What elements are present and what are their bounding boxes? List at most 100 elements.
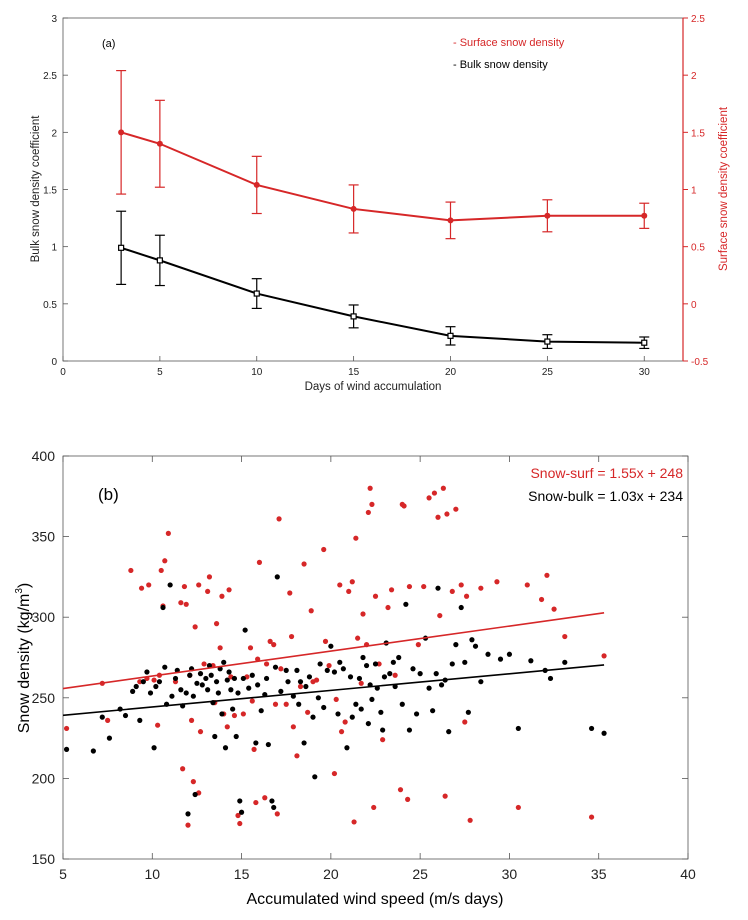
series-bulk-snow-density <box>116 210 650 350</box>
panel-a-y-axis-label: Bulk snow density coefficient <box>30 115 42 263</box>
data-point <box>447 332 454 339</box>
scatter-point <box>226 669 232 675</box>
scatter-point <box>224 677 230 683</box>
scatter-point <box>290 693 296 699</box>
scatter-point <box>192 624 198 630</box>
scatter-point <box>538 596 545 603</box>
scatter-point <box>263 661 270 667</box>
scatter-point <box>369 696 375 703</box>
legend-surface-label: - Surface snow density <box>453 37 565 49</box>
scatter-point <box>219 711 225 717</box>
scatter-point <box>185 811 191 817</box>
scatter-point <box>178 687 184 693</box>
scatter-point <box>305 709 311 715</box>
scatter-point <box>287 590 293 596</box>
scatter-point <box>133 683 139 690</box>
x-tick-label: 40 <box>680 866 696 882</box>
scatter-point <box>313 677 320 683</box>
x-tick-label: 25 <box>412 866 428 882</box>
scatter-point <box>205 588 211 595</box>
panel-a-y2-axis-label: Surface snow density coefficient <box>718 106 730 271</box>
scatter-point <box>137 717 143 723</box>
y-tick-label: 2.5 <box>43 71 57 82</box>
y-tick-label: 1 <box>51 243 57 254</box>
scatter-point <box>192 791 198 798</box>
scatter-point <box>130 688 136 694</box>
scatter-point <box>147 690 154 696</box>
y-axis-label-main: Snow density (kg/m <box>16 594 33 734</box>
scatter-point <box>369 501 375 507</box>
scatter-point <box>283 701 289 707</box>
scatter-point <box>169 693 175 699</box>
scatter-point <box>181 583 188 590</box>
scatter-point <box>167 582 173 588</box>
x-tick-label: 15 <box>348 367 360 378</box>
scatter-point <box>351 819 357 825</box>
scatter-point <box>228 687 234 693</box>
scatter-point <box>237 820 243 827</box>
scatter-point <box>410 666 416 672</box>
scatter-point <box>288 633 295 640</box>
scatter-point <box>406 727 413 733</box>
scatter-point <box>433 671 439 677</box>
scatter-point <box>206 574 213 580</box>
scatter-point <box>346 588 352 595</box>
scatter-point <box>381 674 388 680</box>
y2-tick-label: 0 <box>691 300 697 311</box>
scatter-point <box>162 664 168 670</box>
scatter-point <box>385 604 391 611</box>
scatter-point <box>331 770 338 777</box>
x-tick-label: 5 <box>59 866 67 882</box>
x-tick-label: 10 <box>144 866 160 882</box>
scatter-point <box>106 735 113 741</box>
scatter-point <box>274 811 280 817</box>
panel-a-label: (a) <box>102 38 115 50</box>
scatter-point <box>358 680 364 686</box>
scatter-point <box>372 661 379 667</box>
data-point <box>544 212 551 219</box>
scatter-point <box>122 712 129 719</box>
y2-tick-label: 0.5 <box>691 243 705 254</box>
scatter-point <box>188 717 195 723</box>
panel-a-plot-area <box>62 17 684 362</box>
scatter-point <box>347 674 354 680</box>
scatter-point <box>215 690 221 696</box>
scatter-point <box>405 796 411 802</box>
scatter-point <box>349 714 355 720</box>
scatter-point <box>140 679 146 685</box>
panel-a-x-ticks: 0 5 10 15 20 25 30 <box>60 356 650 378</box>
scatter-point <box>296 701 302 707</box>
data-point <box>544 338 551 345</box>
scatter-point <box>338 729 345 735</box>
scatter-point <box>515 804 521 811</box>
panel-a: 0 5 10 15 20 25 30 0 0.5 1 1.5 2 2.5 3 -0.5 0 0.5 1 1.5 2… <box>30 14 730 393</box>
scatter-point <box>356 675 363 682</box>
scatter-point <box>458 604 464 611</box>
y-tick-label: 0.5 <box>43 300 57 311</box>
scatter-point <box>494 579 500 585</box>
scatter-point <box>217 645 223 651</box>
scatter-point <box>144 669 150 675</box>
scatter-point <box>290 724 296 730</box>
scatter-point <box>321 546 327 553</box>
scatter-point <box>190 693 196 699</box>
scatter-point <box>213 621 220 627</box>
scatter-point <box>146 582 152 588</box>
scatter-point <box>196 582 202 588</box>
scatter-point <box>263 675 270 682</box>
data-point <box>118 244 125 251</box>
data-point <box>447 217 454 224</box>
y-axis-label-superscript: 3 <box>14 588 25 594</box>
scatter-point <box>465 709 471 715</box>
scatter-point <box>151 677 157 683</box>
scatter-point <box>306 674 313 680</box>
scatter-point <box>413 711 420 717</box>
scatter-point <box>237 798 243 804</box>
scatter-point <box>233 733 239 740</box>
scatter-point <box>440 485 446 491</box>
scatter-point <box>265 741 271 748</box>
scatter-point <box>365 509 371 516</box>
scatter-point <box>155 722 161 728</box>
scatter-point <box>272 701 279 707</box>
y2-tick-label: -0.5 <box>691 357 709 368</box>
